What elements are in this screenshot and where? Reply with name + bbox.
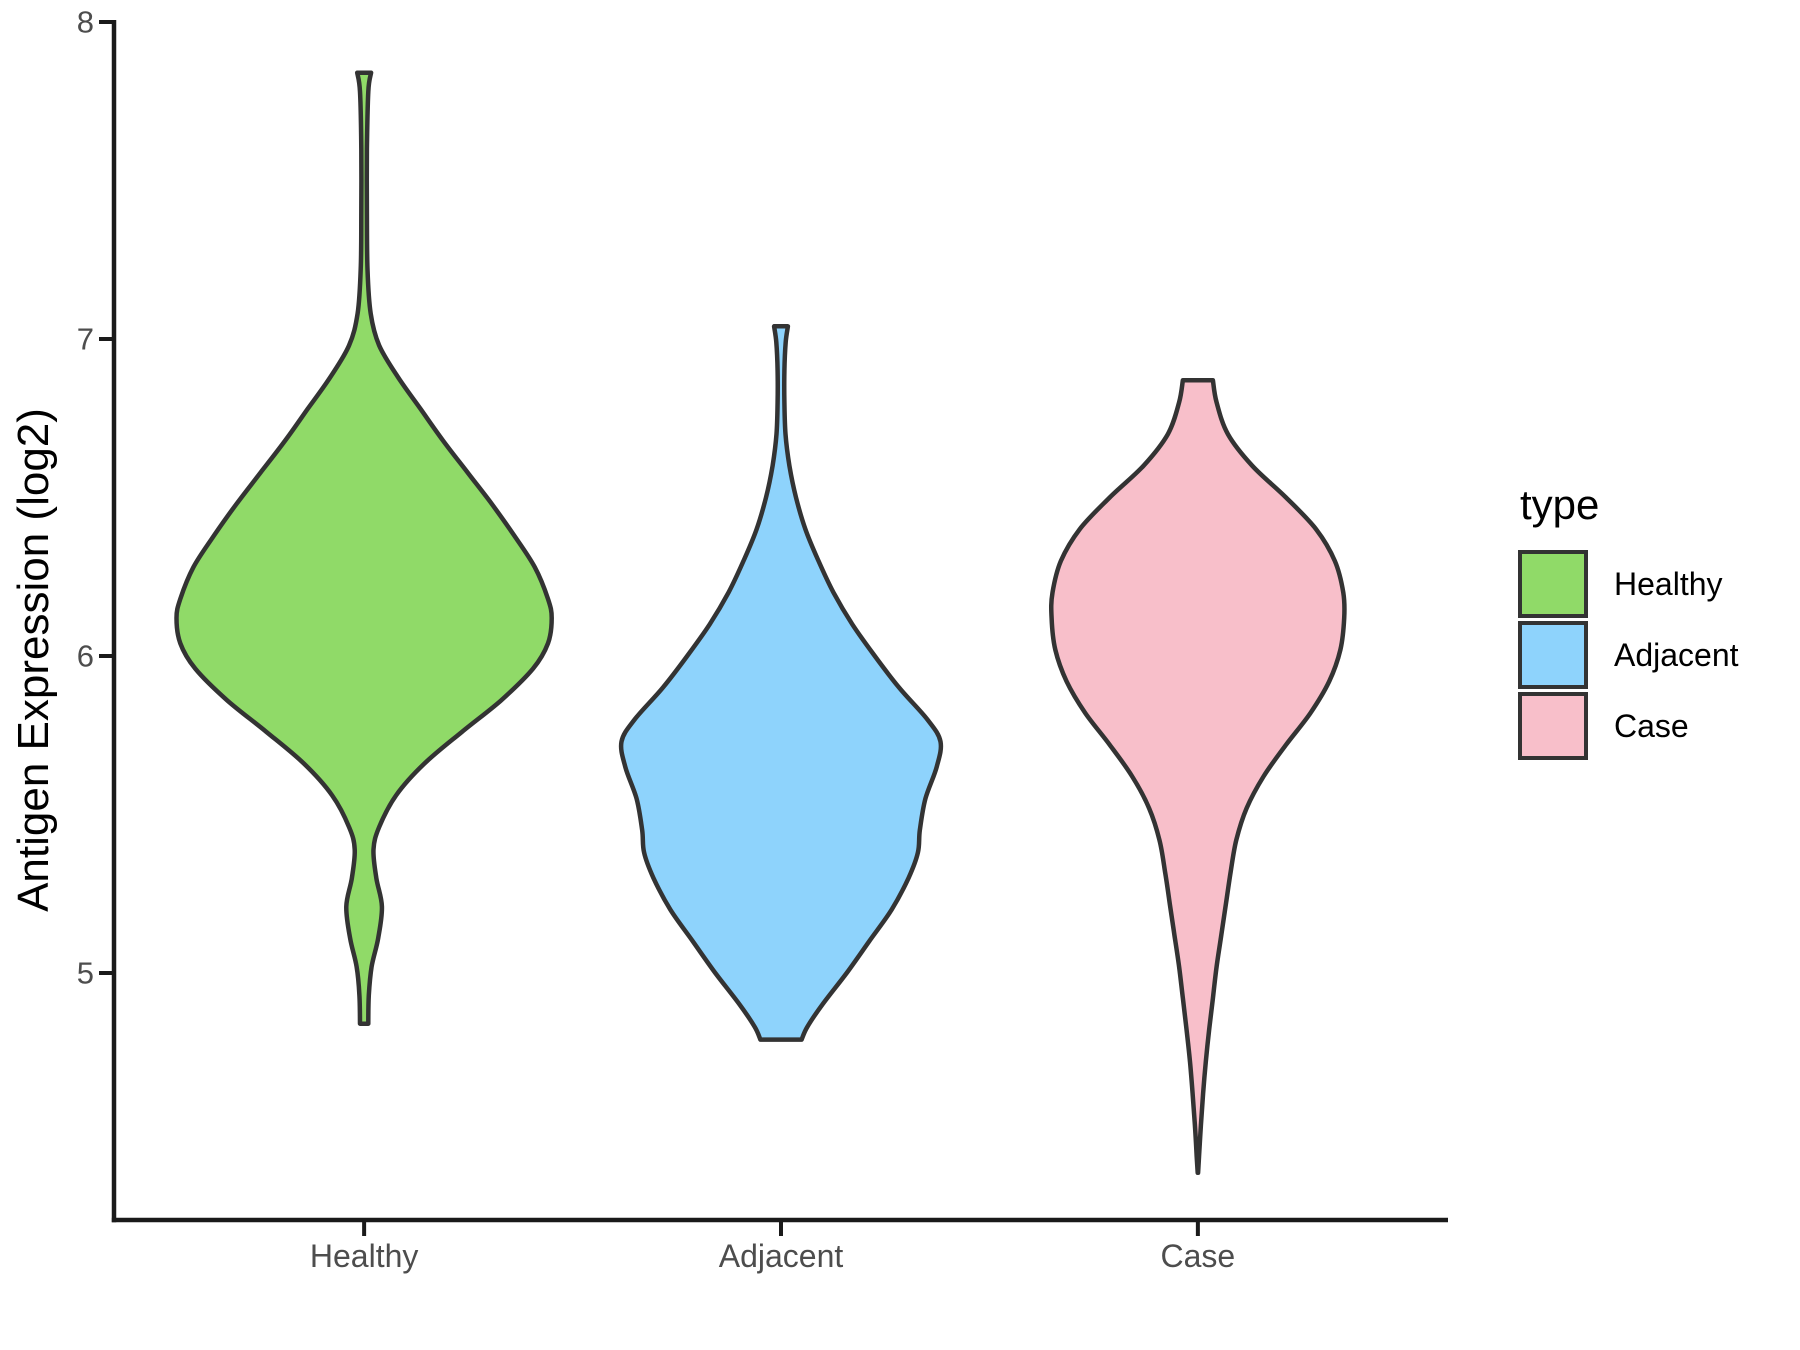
violins-group xyxy=(174,70,1347,1175)
legend-entry-healthy: Healthy xyxy=(1518,550,1739,618)
legend-entry-case: Case xyxy=(1518,692,1739,760)
legend-swatch-adjacent xyxy=(1518,621,1588,689)
legend: type Healthy Adjacent Case xyxy=(1518,484,1739,763)
x-tick-label-case: Case xyxy=(1160,1238,1236,1274)
y-tick-label: 6 xyxy=(76,638,94,674)
legend-entry-label: Healthy xyxy=(1614,566,1723,602)
legend-entry-label: Case xyxy=(1614,708,1689,744)
x-tick-label-adjacent: Adjacent xyxy=(718,1238,844,1274)
legend-entry-adjacent: Adjacent xyxy=(1518,621,1739,689)
legend-entry-label: Adjacent xyxy=(1614,637,1739,673)
legend-title: type xyxy=(1520,481,1600,528)
y-tick-label: 7 xyxy=(76,321,94,357)
legend-swatch-case xyxy=(1518,692,1588,760)
y-tick-label: 5 xyxy=(76,955,94,991)
violin-healthy xyxy=(174,70,554,1026)
legend-swatch-healthy xyxy=(1518,550,1588,618)
violin-case xyxy=(1048,377,1347,1175)
axes-group xyxy=(99,20,1448,1236)
violin-adjacent xyxy=(618,324,944,1042)
y-tick-label: 8 xyxy=(76,4,94,40)
legend-entries: Healthy Adjacent Case xyxy=(1518,550,1739,760)
x-tick-label-healthy: Healthy xyxy=(309,1238,419,1274)
